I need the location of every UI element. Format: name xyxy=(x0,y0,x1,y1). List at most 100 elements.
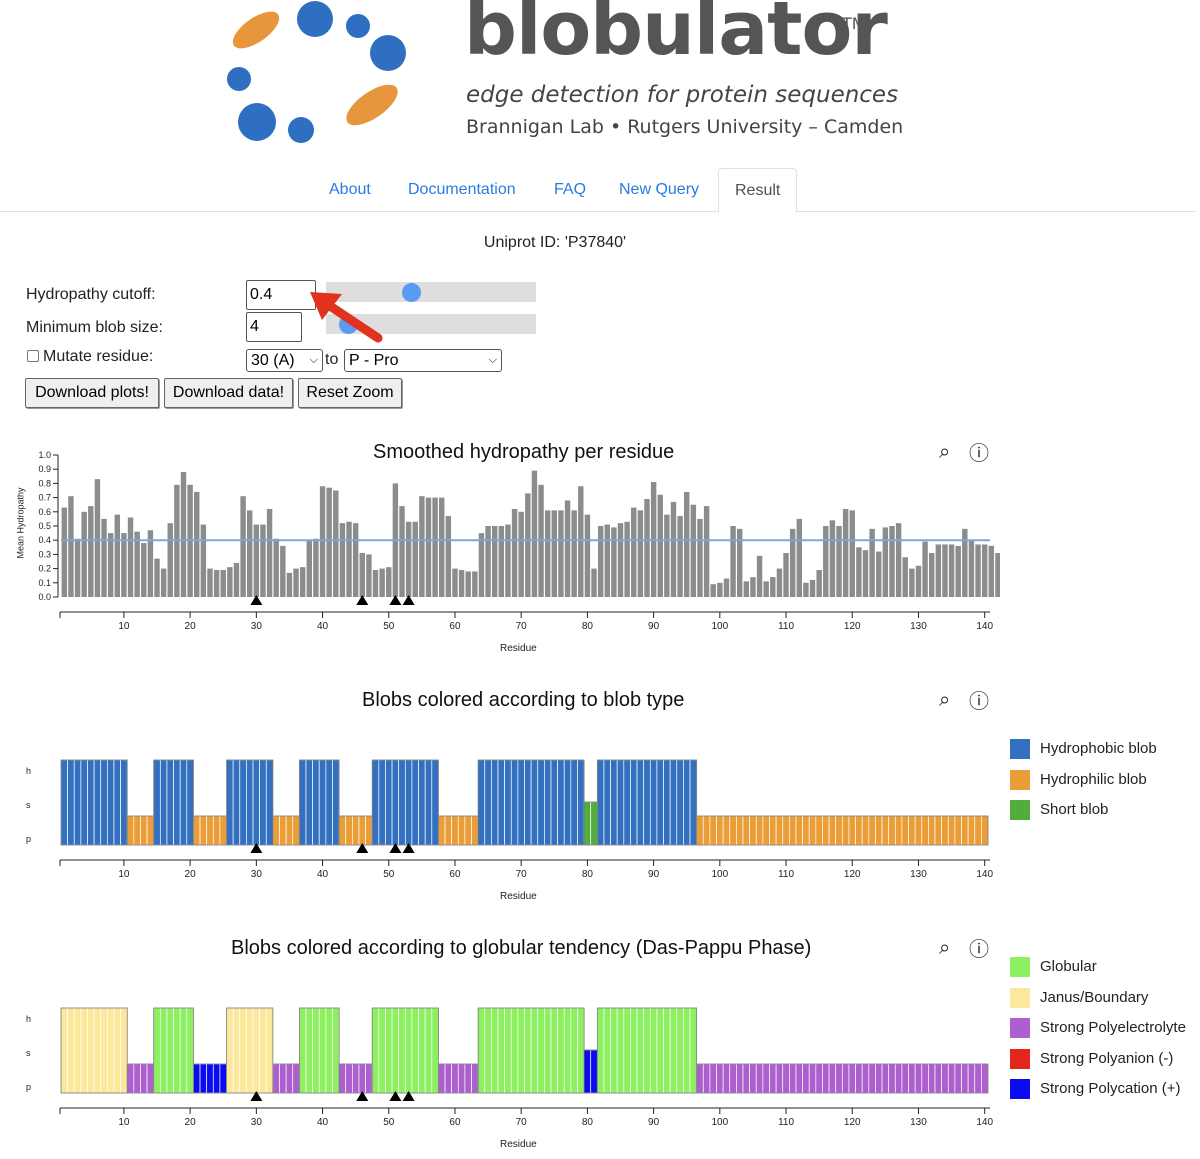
hydropathy-bar xyxy=(544,510,551,597)
blob-residue-bar xyxy=(106,759,115,846)
tab-faq[interactable]: FAQ xyxy=(554,181,587,198)
download-data-button[interactable]: Download data! xyxy=(164,378,293,408)
blob-residue-bar xyxy=(471,815,479,846)
blob-residue-bar xyxy=(378,759,386,846)
hydropathy-bar xyxy=(346,521,352,597)
hydropathy-slider-thumb[interactable] xyxy=(402,283,422,302)
blob-residue-bar xyxy=(974,1063,982,1094)
hydropathy-bar xyxy=(975,544,981,597)
tab-documentation[interactable]: Documentation xyxy=(408,181,516,198)
blob-residue-bar xyxy=(219,1063,227,1094)
tab-result[interactable]: Result xyxy=(718,168,798,213)
blob-residue-bar xyxy=(590,1049,598,1094)
info-icon[interactable]: ⓘ xyxy=(969,939,989,961)
blob-residue-bar xyxy=(544,1007,552,1094)
mutate-target-select[interactable]: P - Pro ⌵ xyxy=(344,349,502,372)
blob-residue-bar xyxy=(305,759,313,846)
blob-residue-bar xyxy=(961,815,969,846)
hydropathy-bar xyxy=(988,545,995,597)
blob-residue-bar xyxy=(285,1063,294,1094)
hydropathy-bar xyxy=(862,550,869,597)
blob-residue-bar xyxy=(557,1007,565,1094)
hydropathy-bar xyxy=(968,540,975,597)
blob-residue-bar xyxy=(702,815,711,846)
reset-zoom-button[interactable]: Reset Zoom xyxy=(298,378,402,408)
blob-residue-bar xyxy=(530,759,539,846)
blob-residue-bar xyxy=(318,1007,327,1094)
blob-residue-bar xyxy=(431,1007,439,1094)
y-tick-label: 0.6 xyxy=(38,507,51,517)
hydropathy-bar xyxy=(558,510,564,597)
hydropathy-bar xyxy=(617,523,624,597)
blob-residue-bar xyxy=(477,1007,486,1094)
hydropathy-bar xyxy=(498,526,505,597)
info-icon[interactable]: ⓘ xyxy=(969,443,989,465)
blob-residue-bar xyxy=(159,1007,168,1094)
blob-residue-bar xyxy=(769,815,777,846)
zoom-icon[interactable]: ⌕ xyxy=(939,937,951,959)
blob-residue-bar xyxy=(749,1063,757,1094)
blob-type-xlabel: Residue xyxy=(500,891,537,902)
hydropathy-bar xyxy=(207,568,213,597)
hydropathy-bar xyxy=(584,514,591,597)
download-plots-button[interactable]: Download plots! xyxy=(25,378,159,408)
hydropathy-bar xyxy=(240,496,246,597)
hydropathy-bar xyxy=(266,508,273,597)
blob-residue-bar xyxy=(146,815,155,846)
blob-residue-bar xyxy=(199,815,208,846)
tab-new-query[interactable]: New Query xyxy=(619,181,700,198)
x-tick-label: 90 xyxy=(648,1117,660,1128)
hydropathy-bar xyxy=(856,547,862,597)
hydropathy-bar xyxy=(783,552,789,597)
blob-outline xyxy=(153,1007,194,1094)
hydropathy-bar xyxy=(637,510,644,597)
blob-residue-bar xyxy=(789,815,797,846)
mutate-residue-select[interactable]: 30 (A) ⌵ xyxy=(246,349,323,372)
hydropathy-bar xyxy=(299,567,306,597)
mutation-marker xyxy=(356,595,369,605)
blob-residue-bar xyxy=(577,759,585,846)
blob-residue-bar xyxy=(411,1007,419,1094)
hydropathy-bar xyxy=(829,520,836,597)
blob-residue-bar xyxy=(73,1007,82,1094)
blob-residue-bar xyxy=(524,1007,532,1094)
hydropathy-bar xyxy=(723,578,730,597)
blob-residue-bar xyxy=(133,1063,141,1094)
blob-residue-bar xyxy=(577,1007,585,1094)
blob-residue-bar xyxy=(941,1063,949,1094)
blob-residue-bar xyxy=(239,759,247,846)
hydropathy-bar xyxy=(458,570,465,597)
min-blob-size-input[interactable] xyxy=(246,312,302,342)
tab-about[interactable]: About xyxy=(329,181,371,198)
blob-residue-bar xyxy=(312,1007,320,1094)
hydropathy-cutoff-input[interactable] xyxy=(246,280,316,310)
zoom-icon[interactable]: ⌕ xyxy=(939,689,951,711)
blob-residue-bar xyxy=(894,1063,903,1094)
blob-residue-bar xyxy=(888,1063,896,1094)
hydropathy-bar xyxy=(935,544,942,597)
hydropathy-bar xyxy=(816,570,822,597)
blob-residue-bar xyxy=(411,759,419,846)
blob-residue-bar xyxy=(351,815,360,846)
hydropathy-bar xyxy=(717,582,723,597)
hydropathy-cutoff-slider[interactable] xyxy=(326,282,536,302)
blob-residue-bar xyxy=(199,1063,208,1094)
hydropathy-bar xyxy=(359,552,365,597)
blob-residue-bar xyxy=(80,759,88,846)
hydropathy-bar xyxy=(472,571,478,597)
x-tick-label: 120 xyxy=(844,621,861,632)
info-icon[interactable]: ⓘ xyxy=(969,691,989,713)
blob-residue-bar xyxy=(491,759,499,846)
hydropathy-bar xyxy=(995,552,1000,597)
zoom-icon[interactable]: ⌕ xyxy=(939,441,951,463)
mutate-residue-checkbox[interactable] xyxy=(27,350,39,362)
x-tick-label: 40 xyxy=(317,869,329,880)
hydropathy-bar xyxy=(405,521,412,597)
hydropathy-bar xyxy=(670,501,677,597)
blob-residue-bar xyxy=(140,1063,148,1094)
blob-residue-bar xyxy=(338,1063,347,1094)
blob-residue-bar xyxy=(855,815,863,846)
x-tick-label: 30 xyxy=(251,1117,263,1128)
blob-residue-bar xyxy=(802,815,810,846)
blob-residue-bar xyxy=(623,759,631,846)
